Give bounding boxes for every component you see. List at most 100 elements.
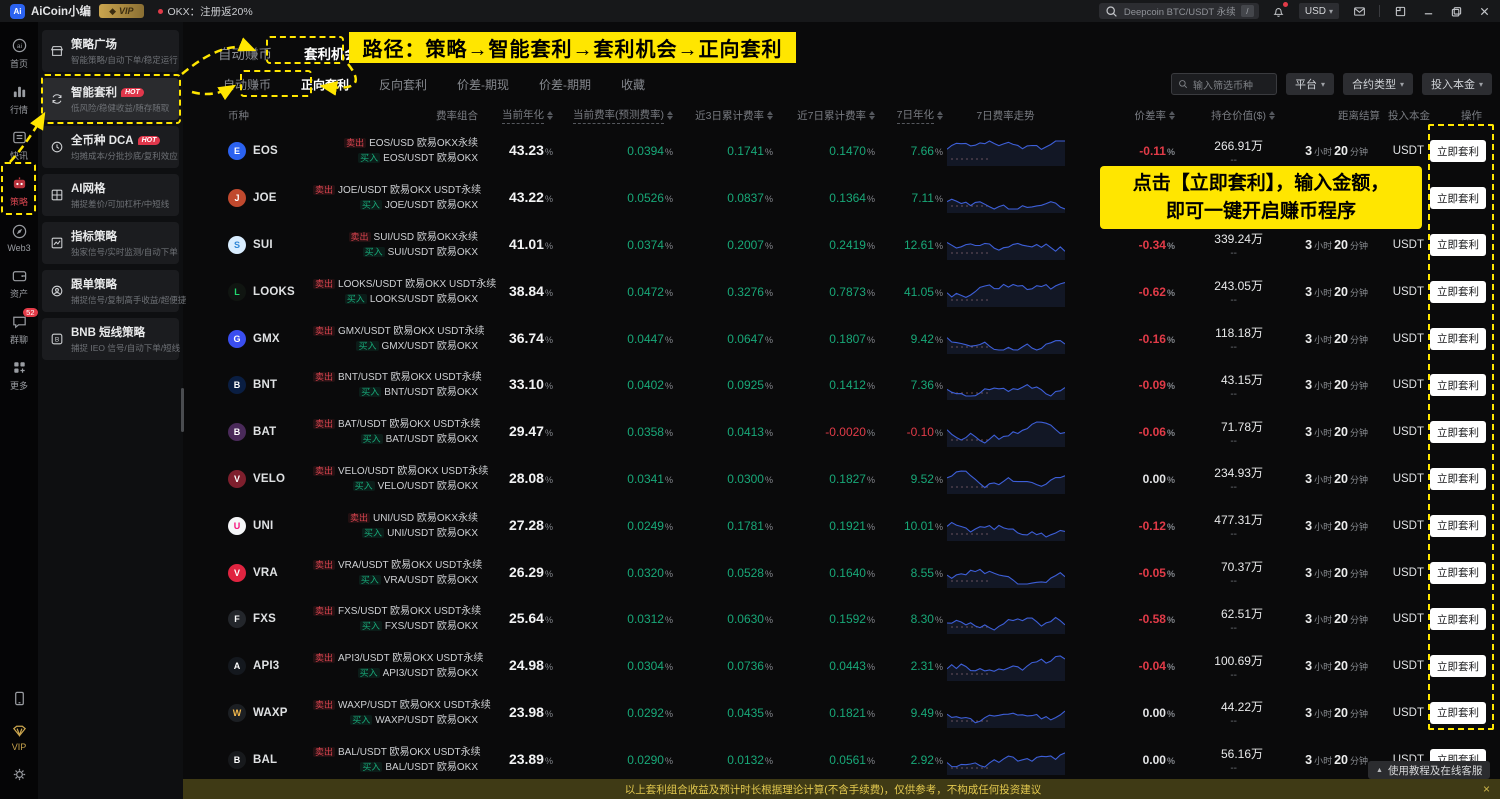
table-row-VRA[interactable]: V VRA 卖出 VRA/USDT 欧易OKX USDT永续 买入 VRA/USDT 欧易…	[183, 549, 1500, 596]
rail-item-gear-icon[interactable]	[0, 755, 38, 793]
rate-trend-sparkline	[946, 140, 1065, 167]
strategy-menu-panel: 策略广场 智能策略/自动下单/稳定运行 智能套利 HOT 低风险/稳健收益/随存随取 全币…	[38, 22, 186, 799]
close-icon[interactable]: ×	[1482, 782, 1490, 796]
rail-item-VIP[interactable]: VIP	[0, 717, 38, 755]
menu-item-AI网格[interactable]: AI网格 捕捉差价/可加杠杆/中短线	[42, 174, 179, 216]
column-header-价差率[interactable]: 价差率	[1068, 108, 1175, 123]
spread-rate: -0.58%	[1138, 612, 1175, 627]
rail-item-首页[interactable]: ai 首页	[0, 30, 38, 76]
sort-icon	[547, 110, 553, 120]
table-row-SUI[interactable]: S SUI 卖出 SUI/USD 欧易OKX永续 买入 SUI/USDT 欧易OKX 41.…	[183, 222, 1500, 269]
vip-badge[interactable]: ◆ VIP	[99, 4, 144, 18]
capital-currency: USDT	[1392, 379, 1424, 392]
spread-rate: -0.05%	[1138, 565, 1175, 580]
arbitrage-now-button[interactable]: 立即套利	[1430, 374, 1486, 397]
subtab-价差-期现[interactable]: 价差-期现	[457, 77, 510, 92]
close-button[interactable]	[1476, 3, 1492, 19]
minimize-button[interactable]	[1420, 3, 1436, 19]
arbitrage-now-button[interactable]: 立即套利	[1430, 608, 1486, 631]
current-annual-rate: 26.29%	[508, 563, 553, 580]
arbitrage-now-button[interactable]: 立即套利	[1430, 467, 1486, 490]
tab-自动赚币[interactable]: 自动赚币	[218, 47, 272, 62]
table-row-VELO[interactable]: V VELO 卖出 VELO/USDT 欧易OKX USDT永续 买入 VELO/USDT…	[183, 456, 1500, 503]
mail-icon[interactable]	[1351, 3, 1367, 19]
spread-rate: -0.09%	[1138, 378, 1175, 393]
subtab-自动赚币[interactable]: 自动赚币	[223, 77, 272, 92]
arbitrage-now-button[interactable]: 立即套利	[1430, 514, 1486, 537]
arbitrage-now-button[interactable]: 立即套利	[1430, 140, 1486, 163]
arbitrage-now-button[interactable]: 立即套利	[1430, 701, 1486, 724]
arbitrage-now-button[interactable]: 立即套利	[1430, 327, 1486, 350]
column-header-7日年化[interactable]: 7日年化	[875, 107, 943, 124]
currency-select[interactable]: USD ▾	[1298, 3, 1339, 19]
subtab-收藏[interactable]: 收藏	[621, 77, 646, 92]
arbitrage-now-button[interactable]: 立即套利	[1430, 187, 1486, 210]
table-row-FXS[interactable]: F FXS 卖出 FXS/USDT 欧易OKX USDT永续 买入 FXS/USDT 欧易…	[183, 596, 1500, 643]
help-tutorial-button[interactable]: ▲ 使用教程及在线客服	[1368, 761, 1491, 779]
column-header-近7日累计费率[interactable]: 近7日累计费率	[773, 108, 875, 123]
table-row-UNI[interactable]: U UNI 卖出 UNI/USD 欧易OKX永续 买入 UNI/USDT 欧易OKX 27.…	[183, 502, 1500, 549]
rail-item-策略[interactable]: 策略	[0, 168, 38, 214]
rate-trend-sparkline	[946, 281, 1065, 307]
arbitrage-now-button[interactable]: 立即套利	[1430, 655, 1486, 678]
coin-ticker: GMX	[253, 332, 280, 345]
sort-icon	[1169, 110, 1175, 120]
maximize-button[interactable]	[1448, 3, 1464, 19]
settlement-countdown: 3 小时 20 分钟	[1305, 144, 1368, 159]
column-header-近3日累计费率[interactable]: 近3日累计费率	[673, 108, 773, 123]
menu-item-title: AI网格	[71, 183, 106, 195]
table-row-API3[interactable]: A API3 卖出 API3/USDT 欧易OKX USDT永续 买入 API3/USDT…	[183, 643, 1500, 690]
menu-item-全币种 DCA[interactable]: 全币种 DCA HOT 均摊成本/分批抄底/复利效应	[42, 126, 179, 168]
rate-3d: 0.1781%	[727, 518, 773, 533]
rate-combo: 卖出 BAL/USDT 欧易OKX USDT永续 买入 BAL/USDT 欧易OKX	[313, 746, 481, 773]
rail-item-群聊[interactable]: 52 群聊	[0, 306, 38, 352]
subtab-反向套利[interactable]: 反向套利	[379, 77, 428, 92]
capital-dropdown[interactable]: 投入本金 ▾	[1421, 73, 1492, 95]
rail-item-更多[interactable]: 更多	[0, 352, 38, 398]
subtab-价差-期期[interactable]: 价差-期期	[539, 77, 592, 92]
global-search-input[interactable]: Deepcoin BTC/USDT 永续 /	[1098, 3, 1259, 19]
notification-bell-icon[interactable]	[1271, 2, 1288, 19]
table-row-BAL[interactable]: B BAL 卖出 BAL/USDT 欧易OKX USDT永续 买入 BAL/USDT 欧易…	[183, 736, 1500, 781]
rate-7d: 0.0561%	[829, 752, 875, 767]
menu-item-策略广场[interactable]: 策略广场 智能策略/自动下单/稳定运行	[42, 30, 179, 72]
coin-icon-BAT: B	[228, 423, 246, 442]
table-row-JOE[interactable]: J JOE 卖出 JOE/USDT 欧易OKX USDT永续 买入 JOE/USDT 欧易…	[183, 175, 1500, 222]
arbitrage-now-button[interactable]: 立即套利	[1430, 280, 1486, 303]
column-header-当前年化[interactable]: 当前年化	[478, 107, 553, 124]
arbitrage-now-button[interactable]: 立即套利	[1430, 561, 1486, 584]
table-row-BAT[interactable]: B BAT 卖出 BAT/USDT 欧易OKX USDT永续 买入 BAT/USDT 欧易…	[183, 409, 1500, 456]
rail-item-资产[interactable]: 资产	[0, 260, 38, 306]
table-row-EOS[interactable]: E EOS 卖出 EOS/USD 欧易OKX永续 买入 EOS/USDT 欧易OKX 43.…	[183, 128, 1500, 175]
contract-type-dropdown[interactable]: 合约类型 ▾	[1342, 73, 1413, 95]
menu-item-智能套利[interactable]: 智能套利 HOT 低风险/稳健收益/随存随取	[42, 78, 179, 120]
menu-item-跟单策略[interactable]: 跟单策略 捕捉信号/复制高手收益/超便捷	[42, 270, 186, 312]
rail-item-行情[interactable]: 行情	[0, 76, 38, 122]
column-header-持仓价值($)[interactable]: 持仓价值($)	[1175, 108, 1275, 123]
subtab-正向套利[interactable]: 正向套利	[301, 77, 350, 92]
arbitrage-now-button[interactable]: 立即套利	[1430, 233, 1486, 256]
coin-filter-input[interactable]: 输入筛选币种	[1170, 73, 1277, 95]
table-row-GMX[interactable]: G GMX 卖出 GMX/USDT 欧易OKX USDT永续 买入 GMX/USDT 欧易…	[183, 315, 1500, 362]
rail-item-快讯[interactable]: 快讯	[0, 122, 38, 168]
table-row-WAXP[interactable]: W WAXP 卖出 WAXP/USDT 欧易OKX USDT永续 买入 WAXP/USDT…	[183, 690, 1500, 737]
rail-item-phone-icon[interactable]	[0, 679, 38, 717]
rail-item-Web3[interactable]: Web3	[0, 214, 38, 260]
rate-combo: 卖出 LOOKS/USDT 欧易OKX USDT永续 买入 LOOKS/USDT 欧易…	[313, 278, 497, 305]
rate-combo: 卖出 API3/USDT 欧易OKX USDT永续 买入 API3/USDT 欧易OK…	[313, 653, 484, 680]
menu-item-指标策略[interactable]: 指标策略 独家信号/实时监测/自动下单	[42, 222, 179, 264]
tab-套利机会[interactable]: 套利机会	[304, 47, 358, 62]
platform-dropdown[interactable]: 平台 ▾	[1285, 73, 1334, 95]
table-row-LOOKS[interactable]: L LOOKS 卖出 LOOKS/USDT 欧易OKX USDT永续 买入 LOOKS/U…	[183, 268, 1500, 315]
sort-icon	[937, 110, 943, 120]
scrollbar-thumb[interactable]	[181, 388, 184, 432]
menu-item-BNB 短线策略[interactable]: B BNB 短线策略 捕捉 IEO 信号/自动下单/短线	[42, 318, 180, 360]
promo-banner[interactable]: OKX：注册返20%	[157, 4, 253, 19]
arbitrage-now-button[interactable]: 立即套利	[1430, 421, 1486, 444]
rate-3d: 0.0413%	[727, 425, 773, 440]
layout-window-icon[interactable]	[1392, 3, 1408, 19]
column-header-当前费率(预测费率)[interactable]: 当前费率(预测费率)	[553, 107, 673, 124]
spread-rate: -0.12%	[1138, 518, 1175, 533]
strategy-icon	[10, 174, 29, 193]
table-row-BNT[interactable]: B BNT 卖出 BNT/USDT 欧易OKX USDT永续 买入 BNT/USDT 欧易…	[183, 362, 1500, 409]
